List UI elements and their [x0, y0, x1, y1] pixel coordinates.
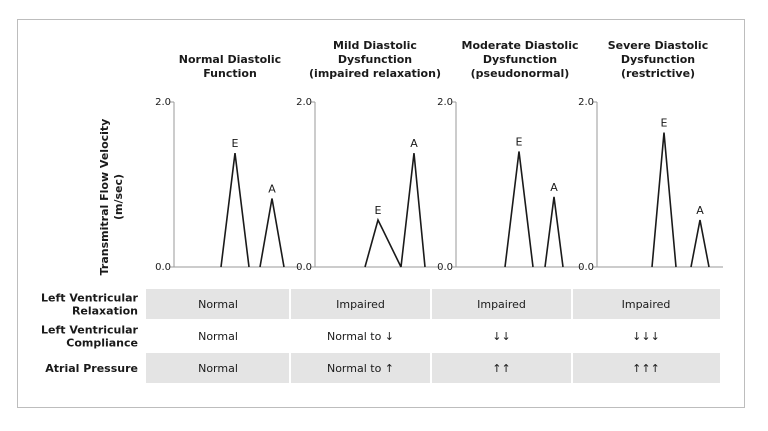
- peak-e-wave: [651, 132, 677, 268]
- table-cell: Normal to ↑: [327, 362, 394, 375]
- y-tick-label-max: 2.0: [437, 97, 453, 108]
- peak-a-label: A: [696, 204, 704, 217]
- peak-e-wave: [364, 217, 402, 268]
- peak-e-label: E: [375, 204, 382, 217]
- peak-a-label: A: [268, 183, 276, 196]
- y-tick-label-max: 2.0: [578, 97, 594, 108]
- panel-title-line: (pseudonormal): [471, 67, 570, 80]
- table-row-label: Left Ventricular: [41, 324, 139, 337]
- table-row-label: Relaxation: [72, 305, 138, 318]
- panel-title-line: (restrictive): [621, 67, 695, 80]
- y-axis-title: Transmitral Flow Velocity (m/sec): [98, 119, 125, 276]
- panel-title-line: Dysfunction: [621, 53, 695, 66]
- y-axis-title-line: Transmitral Flow Velocity: [98, 119, 111, 276]
- panel-title-line: Moderate Diastolic: [462, 39, 579, 52]
- y-tick-label-max: 2.0: [296, 97, 312, 108]
- y-tick-label-min: 0.0: [437, 262, 453, 273]
- table-cell: Normal to ↓: [327, 330, 394, 343]
- peak-e-wave: [220, 153, 250, 268]
- panel-title-line: Function: [203, 67, 257, 80]
- table-cell: Normal: [198, 298, 238, 311]
- table-row-label: Atrial Pressure: [45, 362, 138, 375]
- peak-a-wave: [259, 198, 285, 268]
- peak-e-label: E: [661, 117, 668, 130]
- table-cell: Impaired: [477, 298, 526, 311]
- peak-e-label: E: [232, 137, 239, 150]
- table-cell: Impaired: [336, 298, 385, 311]
- panel-title-line: (impaired relaxation): [309, 67, 441, 80]
- table-row-label: Left Ventricular: [41, 292, 139, 305]
- peak-a-wave: [400, 153, 426, 268]
- table-cell: ↓↓↓: [632, 330, 660, 343]
- table-row-shade: [146, 353, 720, 383]
- y-axis-title-line: (m/sec): [112, 174, 125, 220]
- table-cell: ↓↓: [492, 330, 510, 343]
- peak-a-wave: [690, 219, 710, 268]
- table-cell: ↑↑: [492, 362, 510, 375]
- panel-title-line: Dysfunction: [338, 53, 412, 66]
- panel-title-line: Normal Diastolic: [179, 53, 281, 66]
- peak-a-label: A: [550, 181, 558, 194]
- table-row-label: Compliance: [66, 337, 138, 350]
- peak-e-wave: [504, 151, 534, 268]
- peak-e-label: E: [516, 136, 523, 149]
- panel-title-line: Severe Diastolic: [608, 39, 708, 52]
- panel-title-line: Dysfunction: [483, 53, 557, 66]
- peak-a-wave: [544, 196, 564, 268]
- table-cell: Impaired: [622, 298, 671, 311]
- panel-title-line: Mild Diastolic: [333, 39, 417, 52]
- table-row-shade: [146, 289, 720, 319]
- y-tick-label-max: 2.0: [155, 97, 171, 108]
- peak-a-label: A: [410, 137, 418, 150]
- y-tick-label-min: 0.0: [155, 262, 171, 273]
- table-cell: Normal: [198, 330, 238, 343]
- figure-frame: [17, 19, 745, 408]
- y-tick-label-min: 0.0: [296, 262, 312, 273]
- y-tick-label-min: 0.0: [578, 262, 594, 273]
- table-cell: ↑↑↑: [632, 362, 660, 375]
- table-cell: Normal: [198, 362, 238, 375]
